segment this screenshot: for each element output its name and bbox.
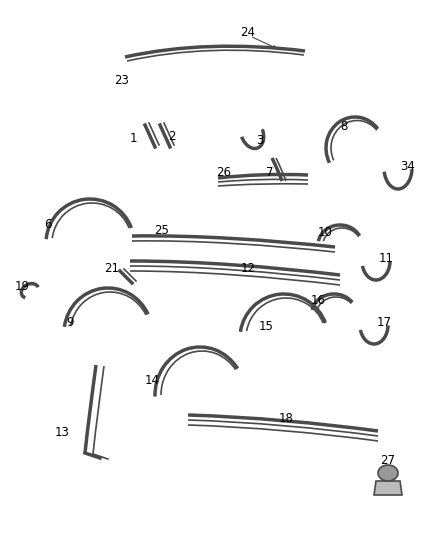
Text: 17: 17	[377, 317, 392, 329]
Text: 1: 1	[129, 132, 137, 144]
Text: 21: 21	[105, 262, 120, 274]
Text: 7: 7	[266, 166, 274, 180]
Text: 11: 11	[378, 253, 393, 265]
Polygon shape	[374, 481, 402, 495]
Text: 12: 12	[240, 262, 255, 274]
Text: 10: 10	[318, 227, 332, 239]
Text: 14: 14	[145, 375, 159, 387]
Text: 6: 6	[44, 219, 52, 231]
Ellipse shape	[378, 465, 398, 481]
Text: 16: 16	[311, 295, 325, 308]
Text: 23: 23	[115, 74, 130, 86]
Text: 3: 3	[256, 133, 264, 147]
Text: 9: 9	[66, 317, 74, 329]
Text: 18: 18	[279, 411, 293, 424]
Text: 27: 27	[381, 455, 396, 467]
Text: 25: 25	[155, 224, 170, 238]
Text: 26: 26	[216, 166, 232, 180]
Text: 8: 8	[340, 120, 348, 133]
Text: 15: 15	[258, 319, 273, 333]
Text: 19: 19	[14, 279, 29, 293]
Text: 24: 24	[240, 27, 255, 39]
Text: 2: 2	[168, 131, 176, 143]
Text: 13: 13	[55, 426, 70, 440]
Text: 34: 34	[401, 159, 415, 173]
